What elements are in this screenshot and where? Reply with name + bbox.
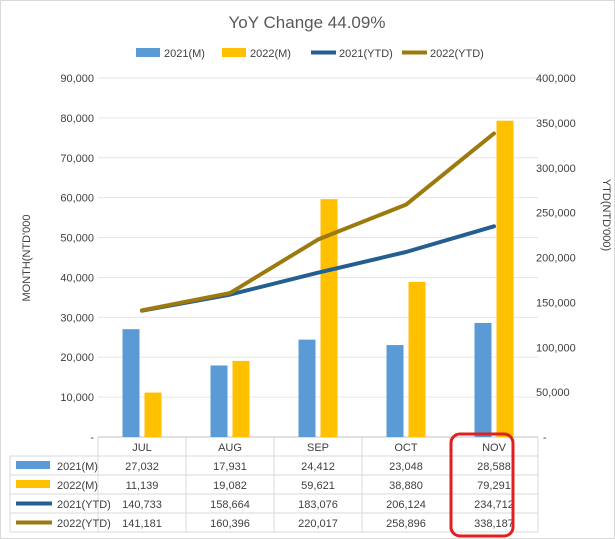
y-left-tick-label: 60,000 (60, 193, 94, 205)
bar-2021(M)-JUL (122, 329, 140, 437)
table-cell: 258,896 (386, 518, 426, 530)
table-key-2021(M) (16, 461, 50, 469)
y-right-axis-label: YTD(NTD'000) (600, 179, 612, 251)
table-cell: 38,880 (389, 480, 423, 492)
y-right-tick-label: 400,000 (536, 73, 576, 85)
table-cell: 158,664 (210, 499, 250, 511)
bar-2022(M)-SEP (320, 199, 338, 437)
y-left-tick-label: 80,000 (60, 113, 94, 125)
table-key-2022(M) (16, 480, 50, 488)
y-right-tick-label: 350,000 (536, 118, 576, 130)
bar-2021(M)-SEP (298, 339, 316, 437)
legend-label: 2022(M) (250, 48, 291, 60)
table-cell: 19,082 (213, 480, 247, 492)
table-cell: 220,017 (298, 518, 338, 530)
y-left-tick-label: 40,000 (60, 272, 94, 284)
table-cell: 79,291 (477, 480, 511, 492)
bar-2022(M)-NOV (496, 120, 514, 437)
y-left-tick-label: 70,000 (60, 153, 94, 165)
data-table: JUL AUG SEP OCT NOV 2021(M) 27,032 17,931 24,412… (16, 442, 514, 530)
legend-label: 2021(YTD) (339, 48, 393, 60)
y-left-tick-label: 30,000 (60, 312, 94, 324)
table-cell: 234,712 (474, 499, 514, 511)
legend-label: 2021(M) (164, 48, 205, 60)
category-label: OCT (394, 442, 418, 454)
y-left-axis-label: MONTH(NTD'000 (21, 214, 33, 301)
category-label: JUL (132, 442, 152, 454)
bar-2021(M)-OCT (386, 345, 404, 437)
legend-swatch-2021(M) (136, 48, 160, 57)
bar-2022(M)-OCT (408, 281, 426, 437)
table-series-name: 2022(M) (57, 480, 98, 492)
bars (122, 120, 514, 437)
table-series-name: 2022(YTD) (57, 518, 111, 530)
y-left-tick-label: 90,000 (60, 73, 94, 85)
table-cell: 59,621 (301, 480, 335, 492)
y-left-tick-label: 10,000 (60, 392, 94, 404)
y-left-axis: - 10,000 20,000 30,000 40,000 50,000 60,000 70,… (60, 73, 94, 444)
table-cell: 338,187 (474, 518, 514, 530)
legend: 2021(M) 2022(M) 2021(YTD) 2022(YTD) (136, 48, 484, 60)
lines (140, 131, 496, 313)
legend-swatch-2022(M) (222, 48, 246, 57)
table-cell: 140,733 (122, 499, 162, 511)
table-cell: 24,412 (301, 461, 335, 473)
y-right-tick-label: 150,000 (536, 297, 576, 309)
table-cell: 183,076 (298, 499, 338, 511)
y-right-tick-label: 200,000 (536, 253, 576, 265)
table-cell: 23,048 (389, 461, 423, 473)
bar-2022(M)-AUG (232, 360, 250, 437)
y-right-tick-label: 250,000 (536, 208, 576, 220)
y-left-tick-label: 20,000 (60, 352, 94, 364)
y-right-tick-label: 100,000 (536, 342, 576, 354)
y-right-axis: - 50,000 100,000 150,000 200,000 250,000 300,0… (536, 73, 576, 444)
table-cell: 11,139 (126, 480, 159, 492)
table-series-name: 2021(YTD) (57, 499, 111, 511)
category-label: AUG (218, 442, 242, 454)
table-cell: 28,588 (477, 461, 511, 473)
line-2022(YTD) (140, 131, 496, 313)
table-series-name: 2021(M) (57, 461, 98, 473)
category-label: SEP (307, 442, 329, 454)
y-left-tick-label: 50,000 (60, 233, 94, 245)
table-cell: 27,032 (125, 461, 159, 473)
bar-2021(M)-NOV (474, 322, 492, 437)
y-left-tick-label: - (90, 432, 94, 444)
table-cell: 17,931 (213, 461, 247, 473)
nov-highlight-box (449, 432, 515, 538)
y-right-tick-label: 300,000 (536, 163, 576, 175)
table-cell: 206,124 (386, 499, 426, 511)
table-cell: 141,181 (122, 518, 162, 530)
chart-title: YoY Change 44.09% (229, 13, 386, 32)
bar-2022(M)-JUL (144, 392, 162, 437)
table-cell: 160,396 (210, 518, 250, 530)
bar-2021(M)-AUG (210, 365, 228, 437)
y-right-tick-label: 50,000 (536, 387, 570, 399)
y-right-tick-label: - (543, 432, 547, 444)
category-label: NOV (482, 442, 507, 454)
legend-label: 2022(YTD) (430, 48, 484, 60)
